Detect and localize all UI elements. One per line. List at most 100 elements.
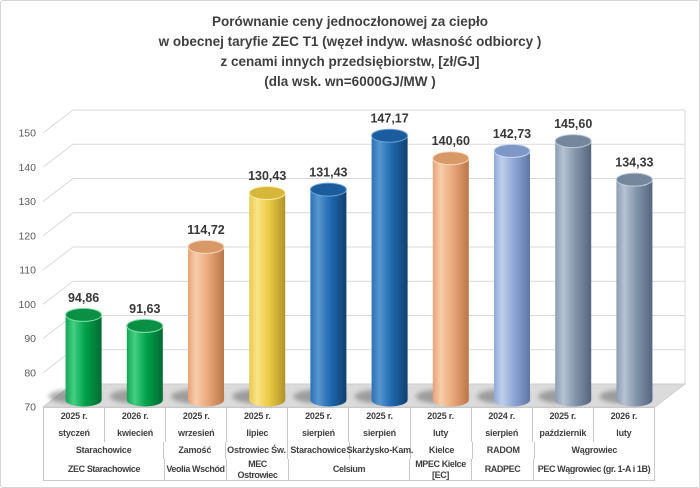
bar-cylinder — [432, 158, 469, 407]
bar-group: 130,43 — [232, 169, 286, 407]
gridline-side — [42, 143, 74, 168]
category-cell: Starachowice — [288, 442, 350, 459]
bar-top — [248, 186, 286, 201]
category-cell: sierpień — [288, 425, 350, 442]
category-cell: Skarżysko-Kam. — [347, 442, 413, 459]
category-cell: sierpień — [349, 425, 411, 442]
bar-value-label: 142,73 — [493, 127, 531, 141]
bar-cylinder — [65, 314, 102, 407]
category-cell: kwiecień — [105, 425, 167, 442]
bar-group: 94,86 — [48, 291, 103, 407]
bar-top — [65, 307, 103, 322]
category-cell: luty — [411, 425, 472, 442]
bar-cylinder — [310, 189, 347, 407]
chart-title-line-2: w obecnej taryfie ZEC T1 (węzeł indyw. w… — [158, 34, 542, 49]
gridline-side — [42, 280, 74, 305]
category-cell: Kielce — [411, 442, 473, 459]
category-cell: MEC Ostrowiec — [227, 459, 289, 480]
chart-title: Porównanie ceny jednoczłonowej za ciepło… — [1, 12, 699, 92]
bar-top — [615, 172, 653, 187]
category-cell: Ostrowiec Św. — [226, 442, 288, 459]
y-tick-label: 140 — [18, 162, 36, 174]
category-cell: Zamość — [164, 442, 227, 459]
category-cell: 2025 r. — [44, 408, 106, 425]
bar-cylinder — [249, 193, 286, 407]
bar-group: 114,72 — [171, 223, 225, 407]
gridline-side — [42, 212, 74, 237]
bar-value-label: 131,43 — [309, 166, 347, 180]
bar-top — [126, 318, 164, 333]
category-cell: RADOM — [473, 442, 535, 459]
chart-title-line-1: Porównanie ceny jednoczłonowej za ciepło — [211, 14, 489, 29]
y-tick-label: 70 — [24, 402, 36, 414]
bar-top — [309, 182, 347, 197]
category-cell: Celsium — [289, 459, 410, 480]
bar-value-label: 114,72 — [187, 223, 225, 237]
category-cell: Veolia Wschód — [165, 459, 227, 480]
bar-cylinder — [555, 141, 592, 407]
category-cell: wrzesień — [166, 425, 228, 442]
category-cell: styczeń — [44, 425, 106, 442]
bar-group: 131,43 — [293, 166, 348, 407]
gridline-side — [42, 178, 74, 202]
bar-top — [371, 128, 409, 143]
bar-group: 140,60 — [415, 134, 470, 407]
bar-value-label: 130,43 — [248, 169, 286, 183]
bar-value-label: 147,17 — [370, 112, 408, 126]
y-tick-label: 120 — [18, 230, 36, 242]
category-cell: ZEC Starachowice — [44, 459, 165, 480]
y-tick-label: 90 — [24, 333, 36, 345]
chart-title-line-3: z cenami innych przedsiębiorstw, [zł/GJ] — [220, 54, 480, 69]
bar-cylinder — [126, 325, 163, 407]
category-cell: Wągrowiec — [571, 445, 618, 456]
bar-value-label: 94,86 — [68, 291, 99, 305]
gridline-side — [42, 109, 74, 134]
category-cell: 2026 r. — [610, 411, 638, 422]
category-cell: MPEC Kielce [EC] — [410, 459, 472, 480]
category-cell: 2026 r. — [105, 408, 167, 425]
bar-value-label: 145,60 — [554, 117, 592, 131]
bar-value-label: 134,33 — [615, 156, 653, 170]
category-cell: 2025 r. — [349, 408, 411, 425]
y-tick-label: 100 — [18, 299, 36, 311]
y-tick-label: 150 — [18, 128, 36, 140]
category-cell: 2024 r. — [472, 408, 533, 425]
category-cell: luty — [616, 428, 632, 439]
category-row-company: ZEC Starachowice Veolia Wschód MEC Ostrowi… — [44, 459, 654, 480]
bar-group: 134,33 — [599, 156, 654, 407]
category-cell: 2025 r. — [533, 408, 594, 425]
category-cell: 2025 r. — [288, 408, 350, 425]
bar-top — [493, 143, 531, 158]
bar-top — [187, 239, 225, 254]
bar-group: 91,63 — [109, 302, 164, 407]
bar-cylinder — [188, 246, 224, 407]
bar-cylinder — [371, 135, 408, 407]
category-cell: 2025 r. — [411, 408, 472, 425]
category-cell: sierpień — [472, 425, 533, 442]
bar-cylinder — [494, 150, 530, 407]
y-tick-label: 130 — [18, 196, 36, 208]
bar-cylinder — [616, 179, 653, 407]
category-cell: październik — [533, 425, 594, 442]
category-cell: 2025 r. — [166, 408, 228, 425]
bar-value-label: 91,63 — [129, 302, 160, 316]
y-tick-label: 80 — [24, 367, 36, 379]
bar-group: 147,17 — [354, 112, 409, 407]
bar-group: 142,73 — [477, 127, 531, 407]
category-cell: lipiec — [227, 425, 289, 442]
category-cell: Starachowice — [44, 442, 165, 459]
category-row-city: Starachowice Zamość Ostrowiec Św. Starachow… — [44, 442, 654, 459]
gridline-side — [42, 246, 74, 271]
category-cell: PEC Wągrowiec (gr. 1-A i 1B) — [537, 464, 651, 475]
category-row-year: 2025 r. 2026 r. 2025 r. 2025 r. 2025 r. 2025 … — [44, 408, 654, 425]
category-row-month: styczeń kwiecień wrzesień lipiec sierpień sie… — [44, 425, 654, 442]
bar-top — [432, 151, 470, 166]
category-axis-table: 2025 r. 2026 r. 2025 r. 2025 r. 2025 r. 2025 … — [43, 407, 655, 481]
bar-top — [554, 134, 592, 149]
bar-group: 145,60 — [538, 117, 592, 407]
bar-value-label: 140,60 — [432, 134, 470, 148]
category-cell: RADPEC — [472, 459, 534, 480]
y-tick-label: 110 — [19, 265, 36, 277]
